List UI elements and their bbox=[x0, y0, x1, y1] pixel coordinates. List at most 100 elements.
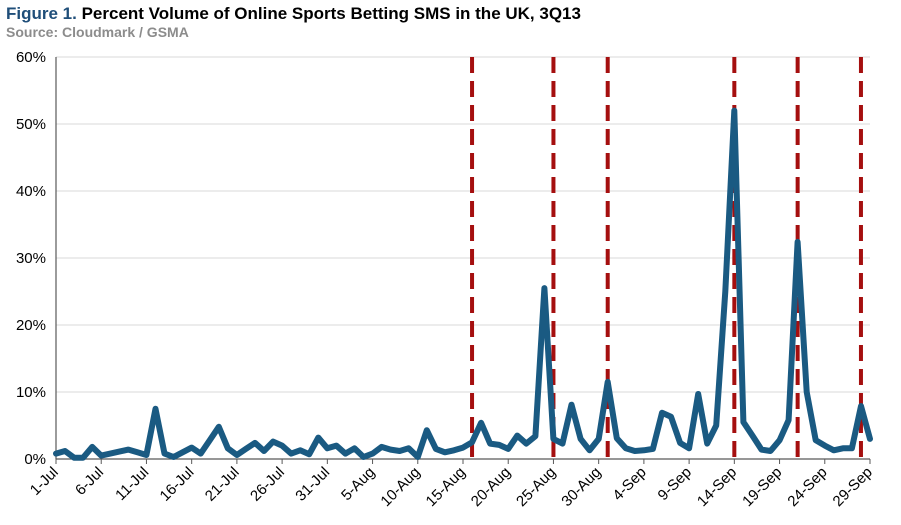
data-point bbox=[343, 451, 348, 456]
x-tick-label: 25-Aug bbox=[513, 464, 559, 510]
x-tick-label: 9-Sep bbox=[655, 464, 695, 504]
data-point bbox=[243, 446, 248, 451]
data-point bbox=[189, 445, 194, 450]
data-point bbox=[234, 452, 239, 457]
data-point bbox=[596, 436, 601, 441]
data-point bbox=[162, 451, 167, 456]
data-point bbox=[804, 390, 809, 395]
data-point bbox=[669, 414, 674, 419]
chart-source: Source: Cloudmark / GSMA bbox=[6, 24, 189, 40]
x-tick-label: 31-Jul bbox=[292, 464, 333, 505]
data-point bbox=[388, 447, 393, 452]
series-line bbox=[53, 107, 873, 461]
data-point bbox=[479, 420, 484, 425]
data-point bbox=[687, 446, 692, 451]
data-point bbox=[135, 450, 140, 455]
data-point bbox=[533, 434, 538, 439]
data-point bbox=[461, 445, 466, 450]
data-point bbox=[397, 448, 402, 453]
data-point bbox=[54, 451, 59, 456]
y-tick-label: 60% bbox=[16, 49, 46, 66]
chart-title: Figure 1. Percent Volume of Online Sport… bbox=[6, 4, 581, 24]
x-tick-label: 4-Sep bbox=[609, 464, 649, 504]
data-point bbox=[632, 448, 637, 453]
x-tick-label: 30-Aug bbox=[558, 464, 604, 510]
data-point bbox=[858, 404, 863, 409]
x-tick-label: 14-Sep bbox=[694, 464, 740, 510]
data-point bbox=[108, 451, 113, 456]
data-point bbox=[307, 452, 312, 457]
x-tick-label: 5-Aug bbox=[338, 464, 378, 504]
data-point bbox=[849, 446, 854, 451]
data-point bbox=[732, 108, 737, 113]
y-tick-label: 0% bbox=[24, 451, 46, 468]
data-point bbox=[759, 447, 764, 452]
data-point bbox=[361, 454, 366, 459]
data-point bbox=[723, 289, 728, 294]
data-point bbox=[262, 448, 267, 453]
data-point bbox=[777, 438, 782, 443]
data-point bbox=[289, 451, 294, 456]
data-point bbox=[524, 441, 529, 446]
x-tick-label: 11-Jul bbox=[112, 464, 152, 504]
y-tick-label: 40% bbox=[16, 183, 46, 200]
x-tick-label: 16-Jul bbox=[157, 464, 198, 505]
data-point bbox=[786, 418, 791, 423]
x-tick-label: 20-Aug bbox=[468, 464, 514, 510]
x-tick-label: 1-Jul bbox=[27, 464, 62, 499]
x-tick-label: 6-Jul bbox=[72, 464, 107, 499]
x-tick-label: 21-Jul bbox=[202, 464, 243, 505]
data-point bbox=[72, 455, 77, 460]
data-point bbox=[90, 444, 95, 449]
data-point bbox=[614, 436, 619, 441]
data-point bbox=[216, 424, 221, 429]
figure-label: Figure 1. bbox=[6, 4, 77, 23]
x-tick-label: 26-Jul bbox=[247, 464, 288, 505]
data-point bbox=[488, 441, 493, 446]
y-tick-label: 30% bbox=[16, 250, 46, 267]
chart-header: Figure 1. Percent Volume of Online Sport… bbox=[6, 4, 581, 41]
data-point bbox=[542, 286, 547, 291]
y-tick-label: 10% bbox=[16, 384, 46, 401]
x-tick-label: 15-Aug bbox=[423, 464, 469, 510]
data-point bbox=[714, 423, 719, 428]
data-point bbox=[813, 438, 818, 443]
data-point bbox=[117, 449, 122, 454]
data-point bbox=[750, 433, 755, 438]
data-point bbox=[126, 447, 131, 452]
data-point bbox=[705, 441, 710, 446]
data-point bbox=[225, 446, 230, 451]
data-point bbox=[325, 446, 330, 451]
data-point bbox=[515, 433, 520, 438]
data-point bbox=[868, 436, 873, 441]
x-tick-label: 24-Sep bbox=[784, 464, 830, 510]
data-point bbox=[298, 448, 303, 453]
data-point bbox=[741, 420, 746, 425]
x-tick-label: 19-Sep bbox=[739, 464, 785, 510]
data-point bbox=[352, 446, 357, 451]
data-point bbox=[831, 448, 836, 453]
data-point bbox=[768, 448, 773, 453]
data-point bbox=[569, 402, 574, 407]
data-point bbox=[497, 442, 502, 447]
x-tick-label: 10-Aug bbox=[377, 464, 423, 510]
data-point bbox=[334, 443, 339, 448]
data-point bbox=[623, 446, 628, 451]
data-point bbox=[316, 435, 321, 440]
data-point bbox=[406, 446, 411, 451]
data-point bbox=[415, 454, 420, 459]
data-point bbox=[280, 443, 285, 448]
data-point bbox=[560, 441, 565, 446]
data-point bbox=[840, 446, 845, 451]
data-point bbox=[822, 443, 827, 448]
x-tick-label: 29-Sep bbox=[830, 464, 876, 510]
data-point bbox=[506, 446, 511, 451]
data-point bbox=[587, 448, 592, 453]
y-tick-label: 50% bbox=[16, 116, 46, 133]
data-point bbox=[424, 428, 429, 433]
data-point bbox=[578, 436, 583, 441]
data-point bbox=[63, 448, 68, 453]
data-point bbox=[81, 455, 86, 460]
data-point bbox=[795, 239, 800, 244]
